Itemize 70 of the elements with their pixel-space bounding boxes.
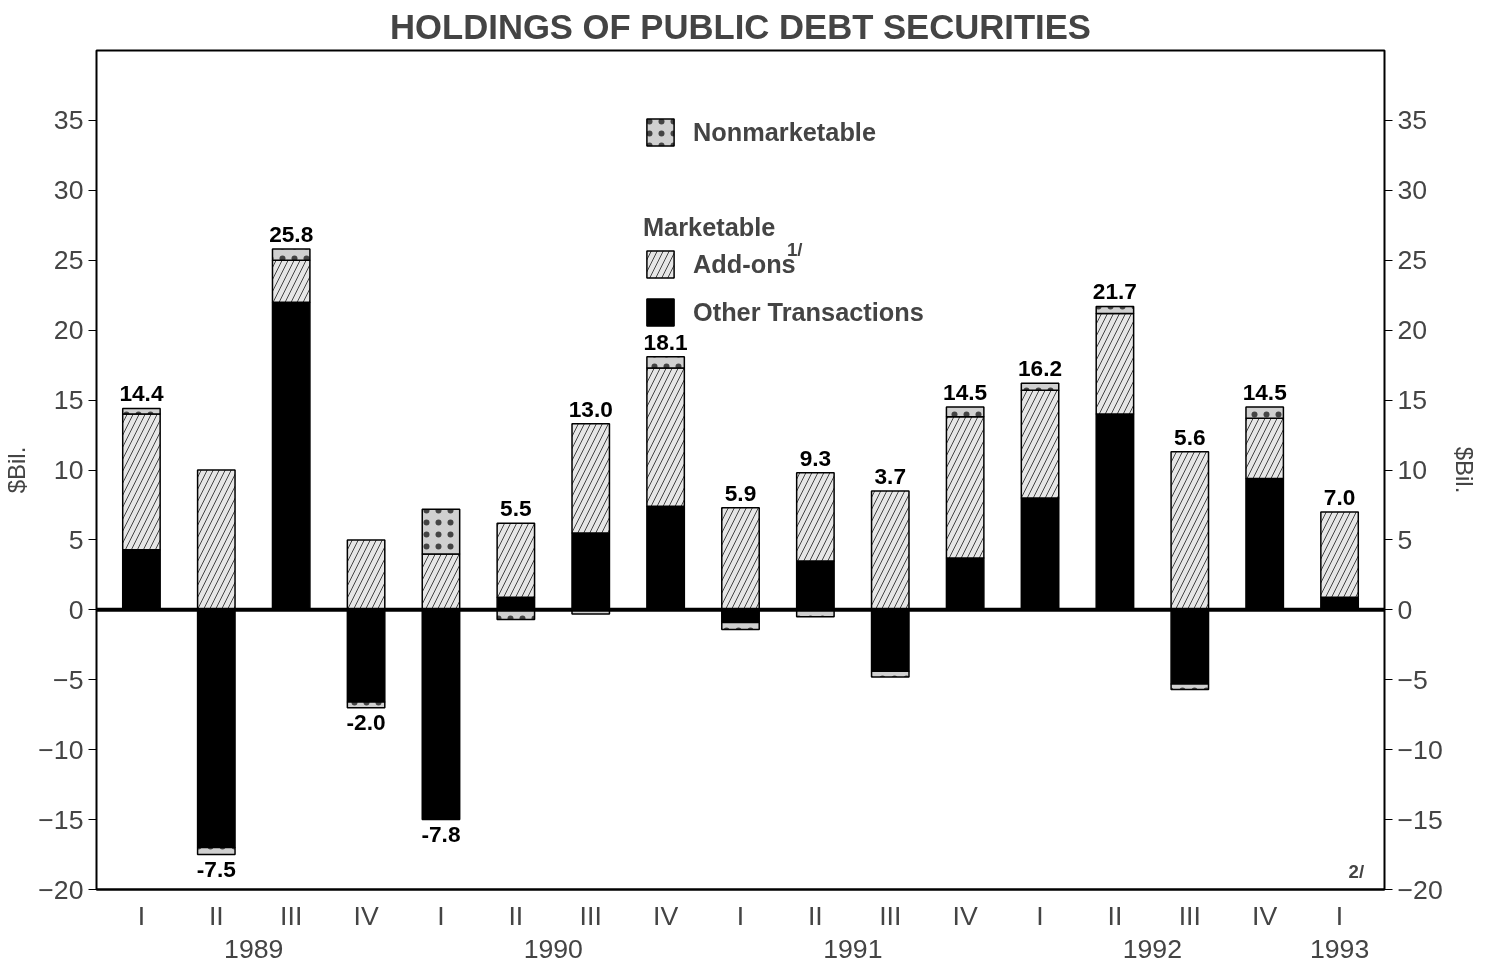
y2-tick-label: 0 bbox=[1397, 594, 1413, 625]
y2-tick-label: 20 bbox=[1397, 315, 1428, 346]
y-tick-label: 10 bbox=[53, 455, 84, 485]
y2-tick-label: 35 bbox=[1397, 105, 1428, 136]
y2-axis-title: $Bil. bbox=[1450, 446, 1478, 494]
y2-tick-label: −10 bbox=[1397, 734, 1443, 765]
text: 1991 bbox=[823, 933, 883, 964]
y-tick-label: 15 bbox=[53, 385, 84, 416]
total-label: 13.0 bbox=[568, 395, 613, 422]
y2-tick-label: 10 bbox=[1397, 455, 1428, 485]
y-tick-label: 20 bbox=[53, 315, 84, 346]
x-tick-label: I bbox=[137, 900, 146, 931]
total-label: 7.0 bbox=[1323, 483, 1356, 510]
y2-tick-label: 5 bbox=[1397, 524, 1413, 555]
x-tick-label: II bbox=[208, 900, 224, 931]
total-label: 14.4 bbox=[119, 380, 164, 407]
total-label: 5.5 bbox=[500, 495, 532, 522]
text: 1990 bbox=[523, 933, 583, 964]
y-tick-label: −10 bbox=[38, 734, 84, 765]
legend-label: Other Transactions bbox=[693, 297, 924, 327]
y-tick-label: 30 bbox=[53, 175, 84, 206]
x-tick-label: I bbox=[736, 900, 745, 931]
text: 1993 bbox=[1309, 933, 1370, 964]
x-tick-label: III bbox=[579, 900, 602, 931]
x-tick-label: I bbox=[1036, 900, 1044, 931]
y2-tick-label: −15 bbox=[1397, 804, 1443, 835]
x-tick-label: III bbox=[1178, 900, 1201, 931]
y2-tick-label: −5 bbox=[1397, 664, 1428, 695]
legend-label: Nonmarketable bbox=[693, 117, 876, 147]
y-tick-label: −15 bbox=[38, 804, 84, 835]
chart-title: HOLDINGS OF PUBLIC DEBT SECURITIES bbox=[390, 7, 1091, 46]
total-label: 14.5 bbox=[1242, 379, 1287, 406]
x-tick-label: I bbox=[1335, 900, 1344, 931]
x-tick-label: IV bbox=[1252, 900, 1278, 931]
x-tick-label: II bbox=[807, 900, 823, 931]
x-tick-label: III bbox=[280, 900, 303, 931]
text: 1989 bbox=[224, 933, 284, 964]
x-tick-label: IV bbox=[353, 900, 379, 931]
y2-tick-label: −20 bbox=[1397, 874, 1443, 905]
total-label: 16.2 bbox=[1017, 355, 1063, 382]
y2-tick-label: 30 bbox=[1397, 175, 1428, 206]
total-label: 5.9 bbox=[724, 479, 757, 506]
y-tick-label: −20 bbox=[38, 874, 84, 905]
y-tick-label: 25 bbox=[53, 245, 84, 276]
y-tick-label: 35 bbox=[53, 105, 84, 136]
annotation: 2/ bbox=[1348, 860, 1365, 882]
total-label: 9.3 bbox=[799, 444, 832, 471]
total-label: 21.7 bbox=[1092, 278, 1137, 305]
total-label: 5.6 bbox=[1174, 423, 1206, 450]
y-tick-label: 5 bbox=[68, 524, 84, 555]
x-tick-label: IV bbox=[952, 900, 978, 931]
y-axis-title: $Bil. bbox=[3, 446, 31, 494]
text: 1992 bbox=[1122, 933, 1183, 964]
x-tick-label: I bbox=[437, 900, 445, 931]
total-label: -7.5 bbox=[196, 855, 236, 882]
y-tick-label: 0 bbox=[68, 594, 84, 625]
total-label: 18.1 bbox=[643, 328, 688, 355]
total-label: 14.5 bbox=[943, 379, 988, 406]
y-tick-label: −5 bbox=[53, 664, 84, 695]
y2-tick-label: 15 bbox=[1397, 385, 1428, 416]
x-tick-label: III bbox=[879, 900, 902, 931]
y2-tick-label: 25 bbox=[1397, 245, 1428, 276]
total-label: -7.8 bbox=[421, 820, 461, 847]
x-tick-label: II bbox=[508, 900, 524, 931]
total-label: 25.8 bbox=[269, 221, 314, 248]
total-label: 3.7 bbox=[874, 462, 907, 489]
x-tick-label: II bbox=[1107, 900, 1123, 931]
total-label: -2.0 bbox=[346, 708, 386, 735]
annotation: Marketable bbox=[643, 213, 776, 241]
x-tick-label: IV bbox=[653, 900, 679, 931]
